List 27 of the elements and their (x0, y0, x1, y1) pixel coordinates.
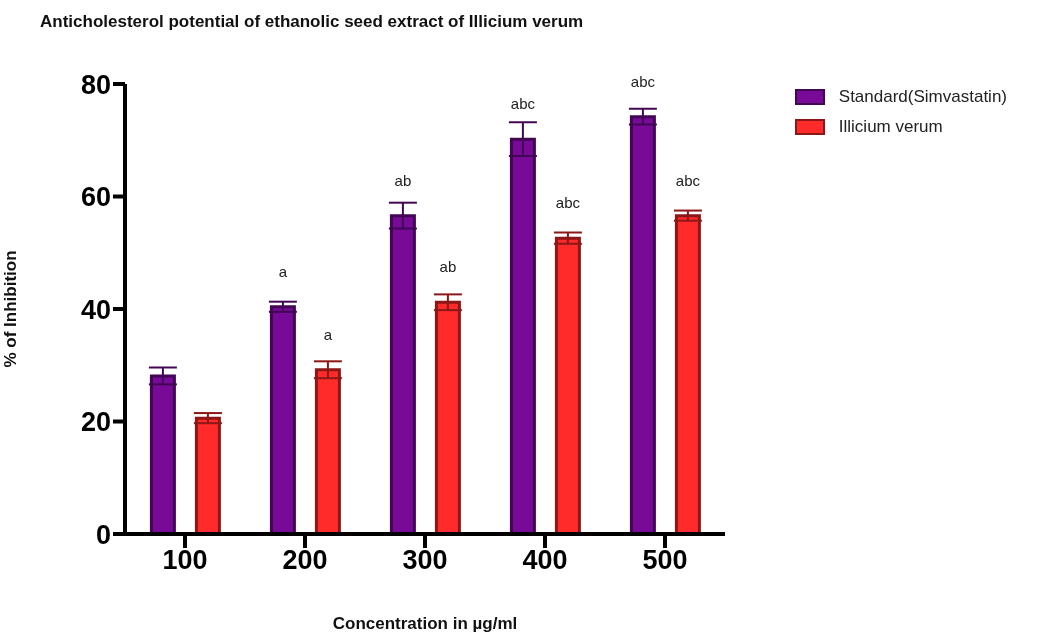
chart-title: Anticholesterol potential of ethanolic seed extract of Illicium verum (40, 12, 584, 32)
bar (269, 305, 296, 534)
data-label: ab (394, 171, 412, 189)
x-tick-label: 300 (402, 545, 448, 576)
y-axis-title: % of Inhibition (1, 250, 21, 368)
data-label: ab (439, 258, 457, 276)
data-label: abc (630, 72, 656, 90)
x-axis-title: Concentration in µg/ml (332, 614, 518, 633)
bar (554, 236, 581, 534)
y-tick-label: 40 (80, 294, 111, 325)
data-label: a (323, 325, 333, 343)
bar (674, 214, 701, 534)
y-tick-label: 80 (80, 69, 111, 100)
x-tick-label: 100 (162, 545, 208, 576)
data-label: abc (555, 194, 581, 212)
data-label: abc (675, 171, 701, 189)
data-label: a (278, 262, 288, 280)
y-tick-label: 60 (80, 182, 111, 213)
legend-label: Illicium verum (838, 117, 943, 137)
x-tick-label: 500 (642, 545, 688, 576)
data-label: abc (510, 95, 536, 113)
bar (194, 416, 221, 534)
y-tick-label: 20 (80, 407, 111, 438)
x-tick-label: 400 (522, 545, 568, 576)
x-tick-label: 200 (282, 545, 328, 576)
legend-label: Standard(Simvastatin) (838, 87, 1007, 107)
y-tick-label: 0 (95, 519, 111, 550)
